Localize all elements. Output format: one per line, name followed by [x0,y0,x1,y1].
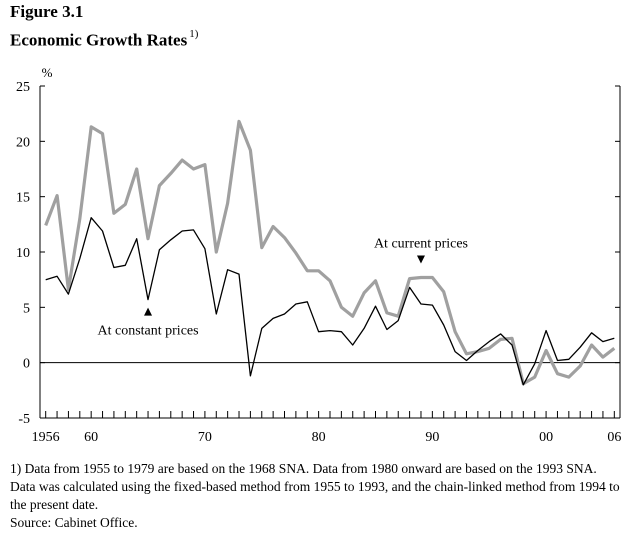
footnote-source: Source: Cabinet Office. [10,515,138,530]
y-tick-label: 0 [23,357,30,372]
series-line-constant [45,217,615,386]
title-note-ref: 1) [189,28,199,40]
x-tick-label: 60 [84,430,98,445]
footnotes: 1) Data from 1955 to 1979 are based on t… [10,460,625,532]
up-triangle-marker [144,307,153,316]
axes-group: -5 0 5 10 15 20 25% 1956 60 70 80 90 00 06 [16,65,621,445]
chart-title-text: Economic Growth Rates [10,30,188,50]
y-tick-label: -5 [18,412,30,427]
down-triangle-marker [416,255,425,264]
y-axis-label: % [42,65,53,80]
y-tick-label: 20 [16,135,30,150]
y-tick-label: 10 [16,246,30,261]
y-tick-label: 25 [16,80,30,95]
x-tick-label: 00 [539,430,553,445]
x-tick-label: 70 [198,430,212,445]
y-tick-label: 5 [23,301,30,316]
x-tick-label: 80 [312,430,326,445]
x-tick-label: 90 [425,430,439,445]
footnote-sna: 1) Data from 1955 to 1979 are based on t… [10,461,620,512]
series-group [44,119,616,386]
figure-label: Figure 3.1 [10,2,84,21]
x-tick-label: 1956 [32,430,60,445]
y-tick-label: 15 [16,191,30,206]
annotation-constant-prices: At constant prices [97,324,198,339]
x-tick-label: 06 [607,430,621,445]
chart-title: Economic Growth Rates 1) [10,28,199,51]
annotations-group: At current prices At constant prices [97,236,468,338]
growth-rate-chart: -5 0 5 10 15 20 25% 1956 60 70 80 90 00 06 At current… [16,65,621,445]
annotation-current-prices: At current prices [374,236,468,251]
series-line-current [44,119,616,386]
